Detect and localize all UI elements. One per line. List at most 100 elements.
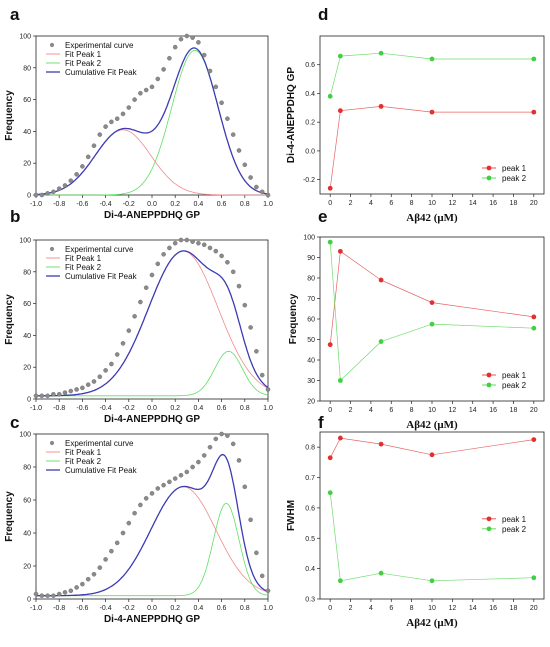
experimental-point (51, 391, 56, 397)
experimental-point (109, 119, 114, 125)
y-tick-label: 0.3 (305, 597, 315, 604)
x-tick-label: -0.8 (53, 605, 65, 612)
panel-letter: c (10, 413, 19, 432)
x-tick-label: 0.2 (170, 605, 180, 612)
experimental-point (51, 593, 56, 599)
x-axis-label: Di-4-ANEPPDHQ GP (104, 210, 200, 221)
experimental-point (149, 272, 155, 278)
y-tick-label: 60 (23, 97, 31, 104)
x-tick-label: -0.2 (123, 201, 135, 208)
series-point-peak-1 (337, 108, 343, 114)
x-tick-label: -0.2 (123, 605, 135, 612)
legend-label: Cumulative Fit Peak (65, 68, 138, 77)
experimental-point (167, 479, 172, 485)
x-tick-label: -0.2 (123, 405, 135, 412)
experimental-point (265, 588, 271, 594)
panel-letter: f (318, 413, 324, 432)
panel-d: d 0 2 4 6 8 10 12 14 16 18 20 -0.2 0.0 0.2 0.4 0.6 Aβ42 (… (286, 5, 545, 224)
y-axis-label: Frequency (288, 293, 299, 344)
x-tick-label: 10 (428, 605, 436, 612)
x-tick-label: 12 (448, 200, 456, 207)
y-tick-label: 0.2 (305, 120, 315, 127)
legend-marker-experimental (49, 246, 55, 252)
experimental-point (248, 325, 253, 330)
experimental-point (161, 482, 166, 488)
experimental-point (68, 588, 74, 594)
x-tick-label: 0.6 (217, 201, 227, 208)
legend-marker-experimental (49, 42, 55, 48)
experimental-point (265, 387, 271, 392)
series-point-peak-1 (531, 109, 537, 115)
y-tick-label: 60 (23, 301, 31, 308)
experimental-point (219, 100, 224, 106)
series-point-peak-2 (429, 56, 435, 62)
legend-label: peak 1 (502, 515, 527, 524)
experimental-point (172, 44, 178, 50)
experimental-point (138, 90, 143, 96)
experimental-point (114, 116, 120, 121)
panel-letter: b (10, 207, 20, 226)
series-point-peak-1 (531, 314, 537, 320)
experimental-point (114, 540, 120, 546)
y-tick-label: 100 (19, 432, 31, 439)
x-tick-label: 18 (510, 407, 518, 414)
x-tick-label: 0.6 (217, 405, 227, 412)
experimental-point (242, 484, 248, 490)
experimental-point (184, 237, 190, 243)
experimental-point (62, 590, 68, 595)
x-tick-label: -1.0 (30, 405, 42, 412)
experimental-point (155, 261, 161, 267)
experimental-point (242, 162, 248, 168)
x-tick-label: 12 (448, 605, 456, 612)
experimental-point (85, 576, 91, 582)
experimental-point (68, 178, 74, 183)
panel-c: c -1.0 -0.8 -0.6 -0.4 -0.2 0.0 0.2 0.4 0.6 0.8 1.0 0… (4, 413, 273, 625)
experimental-point (178, 36, 184, 42)
experimental-point (51, 189, 56, 195)
experimental-point (45, 593, 50, 599)
y-tick-label: 30 (307, 378, 315, 385)
x-tick-label: 14 (469, 200, 477, 207)
x-tick-label: 20 (530, 200, 538, 207)
experimental-point (236, 458, 242, 463)
experimental-point (143, 87, 149, 93)
panel-a: a -1.0 -0.8 -0.6 -0.4 -0.2 0.0 0.2 0.4 0.6 0.8 1.0 0… (4, 5, 273, 221)
experimental-point (45, 191, 50, 196)
experimental-point (120, 111, 126, 117)
y-tick-label: 20 (307, 399, 315, 406)
series-point-peak-1 (429, 109, 435, 115)
experimental-point (39, 593, 45, 599)
experimental-point (196, 459, 201, 465)
experimental-point (126, 520, 132, 526)
x-tick-label: 0.8 (240, 605, 250, 612)
y-axis-label: Di-4-ANEPPDHQ GP (286, 67, 297, 163)
x-tick-label: 12 (448, 407, 456, 414)
experimental-point (190, 464, 195, 470)
legend-label: peak 2 (502, 174, 527, 183)
series-point-peak-2 (378, 570, 384, 576)
x-axis-label: Aβ42 (μM) (406, 419, 458, 431)
y-tick-label: 0 (27, 397, 31, 404)
experimental-point (91, 379, 97, 384)
y-tick-label: 90 (307, 255, 315, 262)
experimental-point (97, 132, 103, 137)
experimental-point (254, 550, 259, 556)
experimental-point (184, 469, 190, 475)
experimental-point (259, 189, 265, 195)
experimental-point (201, 52, 207, 58)
experimental-point (167, 55, 172, 61)
fit-peak-2-line (36, 502, 269, 597)
experimental-point (68, 388, 74, 394)
x-tick-label: 2 (349, 407, 353, 414)
series-point-peak-1 (327, 342, 333, 348)
experimental-point (248, 517, 253, 523)
x-tick-label: 18 (510, 200, 518, 207)
x-tick-label: 0.4 (194, 201, 204, 208)
series-point-peak-2 (531, 325, 537, 331)
experimental-point (114, 352, 120, 357)
x-tick-label: 2 (349, 200, 353, 207)
cumulative-fit-line (36, 250, 269, 397)
experimental-point (80, 164, 85, 169)
experimental-point (167, 245, 172, 251)
